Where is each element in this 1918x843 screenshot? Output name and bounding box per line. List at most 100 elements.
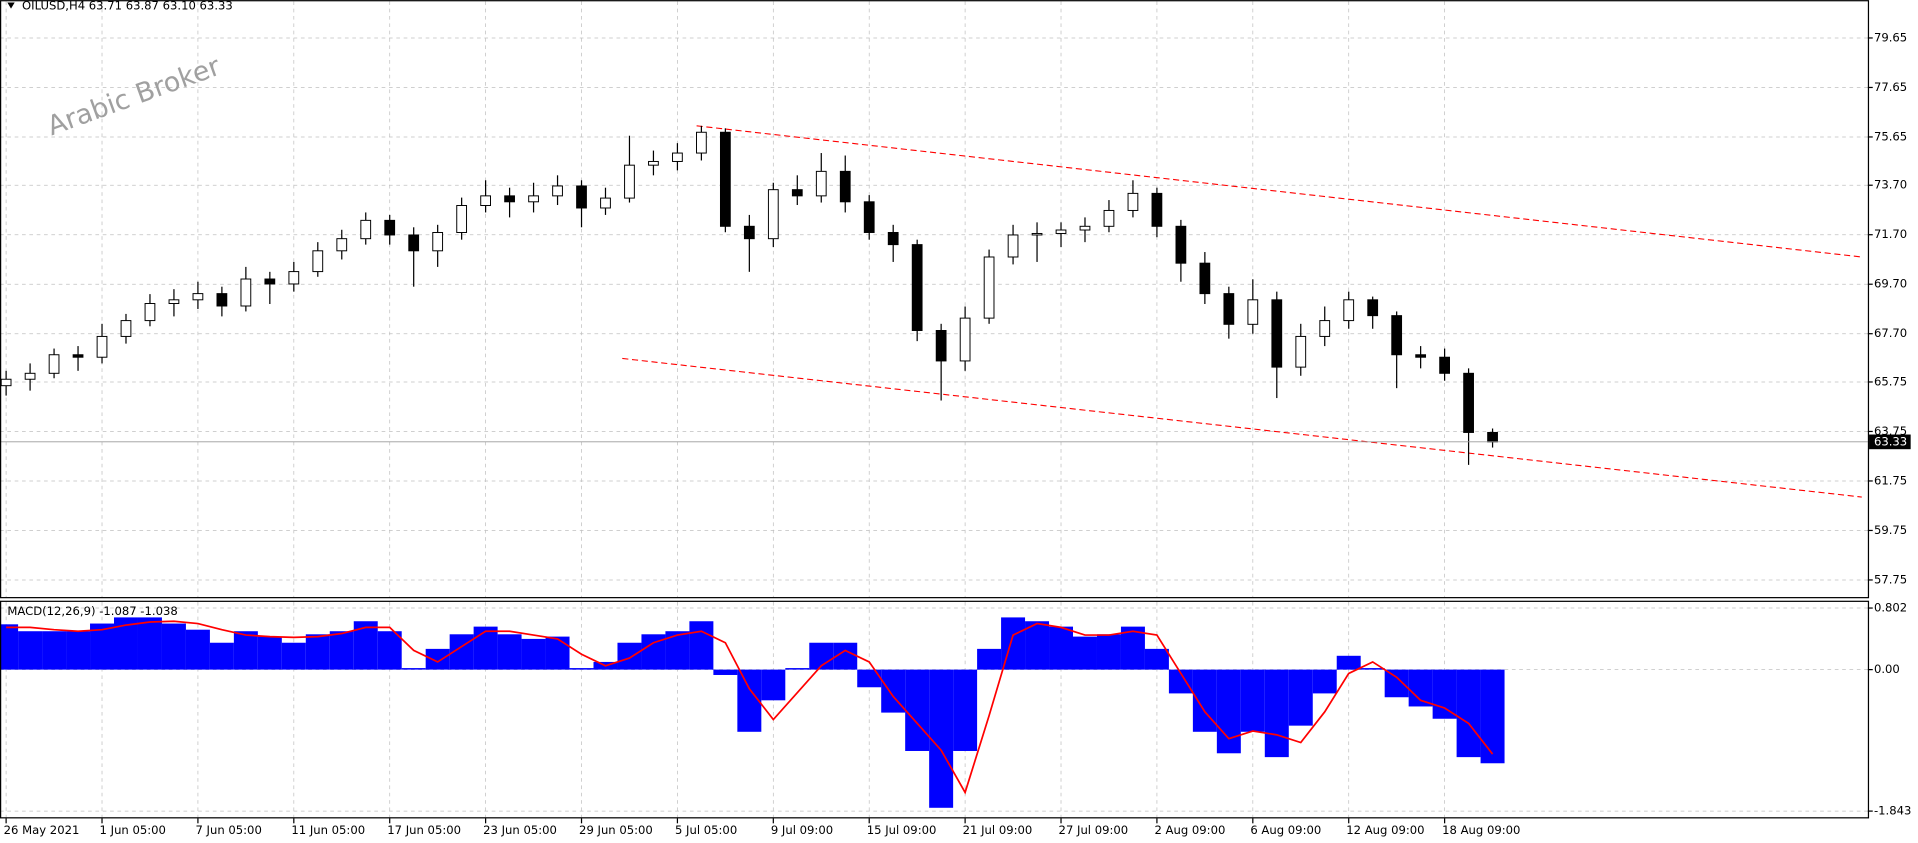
- macd-bar: [209, 642, 234, 670]
- macd-bar: [833, 642, 858, 670]
- candle-body: [791, 189, 803, 197]
- candle-body: [672, 152, 683, 162]
- candle-body: [983, 256, 995, 319]
- macd-bar: [857, 669, 882, 688]
- macd-bar: [1288, 669, 1313, 726]
- macd-bar: [185, 629, 210, 670]
- candle-body: [336, 238, 348, 252]
- x-tick-label: 29 Jun 05:00: [579, 823, 653, 837]
- macd-bar: [473, 626, 498, 670]
- macd-bar: [1456, 669, 1481, 758]
- x-tick-label: 18 Aug 09:00: [1442, 823, 1520, 837]
- macd-bar: [737, 669, 762, 732]
- candle-body: [1199, 262, 1211, 295]
- macd-bar: [90, 623, 115, 670]
- macd-bar: [761, 669, 786, 701]
- y-tick-label: 59.75: [1874, 523, 1907, 537]
- macd-bar: [1049, 626, 1074, 670]
- candle-body: [0, 378, 12, 387]
- macd-bar: [1120, 626, 1145, 670]
- x-tick-label: 23 Jun 05:00: [483, 823, 557, 837]
- y-tick-label: 67.70: [1874, 326, 1907, 340]
- y-tick-label: 73.70: [1874, 178, 1907, 192]
- x-tick-label: 21 Jul 09:00: [963, 823, 1033, 837]
- candle-body: [839, 170, 851, 203]
- x-tick-label: 5 Jul 05:00: [675, 823, 737, 837]
- macd-bar: [257, 636, 282, 670]
- candle-body: [863, 201, 875, 233]
- candle-body: [264, 278, 276, 285]
- candle-body: [168, 299, 180, 305]
- macd-bar: [233, 631, 258, 670]
- y-tick-label: 77.65: [1874, 80, 1907, 94]
- candle-body: [1007, 234, 1019, 258]
- macd-bar: [1336, 655, 1361, 670]
- y-tick-label: 79.65: [1874, 30, 1907, 44]
- candle-body: [1127, 192, 1139, 211]
- macd-bar: [1240, 669, 1265, 732]
- macd-bar: [329, 631, 354, 670]
- macd-bar: [953, 669, 978, 751]
- macd-bar: [1312, 669, 1337, 694]
- candle-body: [408, 234, 420, 252]
- macd-bar: [1144, 648, 1169, 670]
- y-tick-label: 0.802: [1874, 601, 1907, 615]
- candle-body: [480, 195, 491, 207]
- macd-bar: [137, 617, 162, 670]
- candle-body: [743, 225, 755, 240]
- x-tick-label: 1 Jun 05:00: [100, 823, 166, 837]
- candle-body: [456, 205, 468, 233]
- menu-arrow[interactable]: [7, 2, 15, 9]
- x-tick-label: 11 Jun 05:00: [291, 823, 365, 837]
- x-tick-label: 9 Jul 09:00: [771, 823, 833, 837]
- macd-bar: [1360, 668, 1385, 670]
- candle-body: [1463, 372, 1474, 433]
- x-tick-label: 27 Jul 09:00: [1059, 823, 1129, 837]
- macd-frame: [0, 600, 1870, 819]
- candle-body: [935, 330, 947, 362]
- x-tick-label: 6 Aug 09:00: [1250, 823, 1321, 837]
- candle-body: [887, 231, 899, 246]
- macd-bar: [497, 634, 522, 670]
- candle-body: [1271, 299, 1283, 368]
- y-tick-label: 71.70: [1874, 227, 1907, 241]
- y-tick-label: 61.75: [1874, 473, 1907, 487]
- macd-bar: [929, 669, 954, 808]
- y-tick-label: 57.75: [1874, 572, 1907, 586]
- macd-bar: [281, 642, 306, 670]
- macd-bar: [1480, 669, 1505, 764]
- macd-bar: [713, 669, 738, 675]
- macd-header: MACD(12,26,9) -1.087 -1.038: [7, 604, 177, 618]
- macd-bar: [114, 617, 138, 670]
- candle-body: [719, 131, 731, 227]
- macd-bar: [785, 668, 810, 670]
- candle-body: [120, 320, 132, 337]
- macd-bar: [545, 636, 570, 670]
- price-label: 63.33: [1874, 434, 1907, 448]
- macd-bar: [1192, 669, 1217, 732]
- trendline: [622, 357, 1862, 498]
- macd-bar: [1025, 621, 1050, 670]
- x-tick-label: 17 Jun 05:00: [387, 823, 461, 837]
- candle-body: [144, 303, 156, 322]
- candle-body: [767, 189, 779, 240]
- candle-body: [552, 185, 563, 197]
- x-tick-label: 26 May 2021: [4, 823, 80, 837]
- candle-body: [240, 278, 252, 307]
- macd-bar: [0, 624, 19, 670]
- candle-body: [815, 170, 827, 197]
- candle-body: [1175, 225, 1187, 264]
- macd-bar: [353, 621, 378, 670]
- macd-bar: [1264, 669, 1289, 758]
- candle-body: [1295, 335, 1307, 368]
- macd-bar: [1384, 669, 1409, 698]
- main-frame: [0, 0, 1870, 599]
- candle-body: [312, 250, 324, 273]
- candle-body: [600, 197, 611, 209]
- candle-body: [288, 271, 300, 285]
- candle-body: [48, 354, 60, 374]
- macd-bar: [1432, 669, 1457, 719]
